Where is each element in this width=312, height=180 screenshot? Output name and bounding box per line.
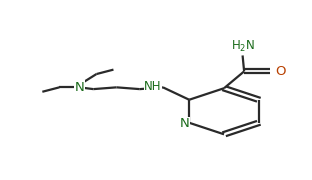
Text: N: N xyxy=(180,117,189,130)
Text: H$_2$N: H$_2$N xyxy=(231,39,255,54)
Text: O: O xyxy=(275,65,285,78)
Text: N: N xyxy=(75,81,84,94)
Text: NH: NH xyxy=(144,80,161,93)
